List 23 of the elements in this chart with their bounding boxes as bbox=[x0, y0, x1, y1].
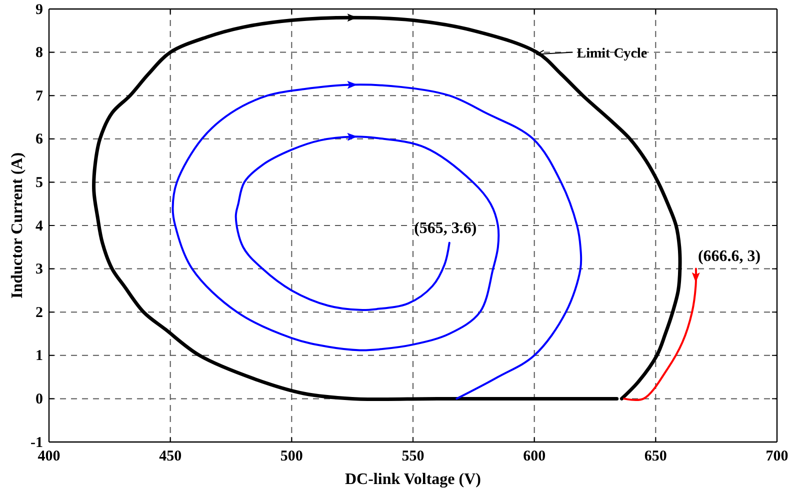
annotation: Limit Cycle bbox=[576, 46, 648, 62]
y-axis-title: Inductor Current (A) bbox=[9, 152, 26, 299]
x-tick-label: 450 bbox=[159, 448, 182, 465]
y-tick-label: 7 bbox=[36, 88, 44, 104]
y-tick-label: 3 bbox=[36, 262, 43, 278]
y-tick-label: 2 bbox=[36, 304, 43, 321]
annotation: (565, 3.6) bbox=[414, 220, 477, 237]
x-axis-title: DC-link Voltage (V) bbox=[344, 471, 482, 488]
y-tick-label: 1 bbox=[36, 348, 43, 364]
x-tick-label: 500 bbox=[280, 448, 303, 465]
x-tick-label: 700 bbox=[766, 448, 788, 465]
y-tick-label: -1 bbox=[30, 434, 43, 451]
y-tick-label: 5 bbox=[36, 175, 43, 191]
y-tick-label: 9 bbox=[36, 2, 43, 18]
x-tick-label: 650 bbox=[644, 448, 667, 465]
y-tick-label: 6 bbox=[36, 132, 44, 148]
y-tick-label: 4 bbox=[36, 218, 44, 234]
x-tick-label: 600 bbox=[523, 448, 546, 465]
x-tick-label: 400 bbox=[38, 448, 60, 465]
x-tick-label: 550 bbox=[402, 448, 424, 465]
y-tick-label: 0 bbox=[36, 392, 43, 408]
annotation: (666.6, 3) bbox=[698, 248, 761, 265]
y-tick-label: 8 bbox=[36, 45, 43, 62]
